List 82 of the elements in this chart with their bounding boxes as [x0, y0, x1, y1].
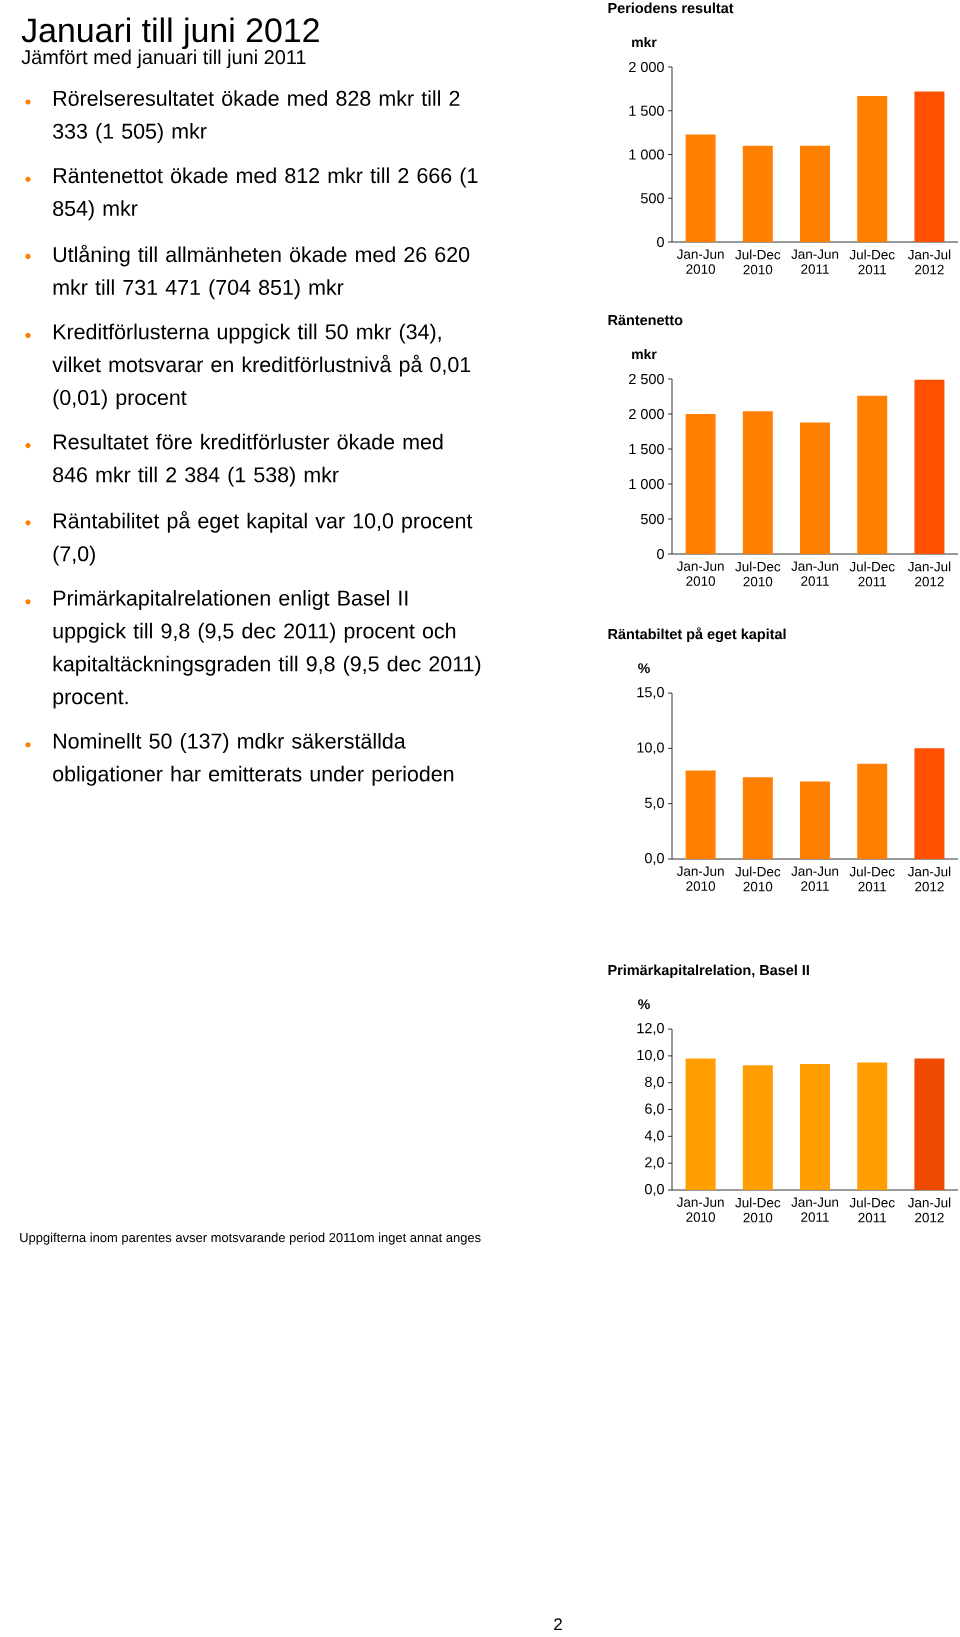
x-tick-label: Jan-Jul 2012	[907, 561, 951, 587]
x-tick-label: Jan-Jun 2010	[676, 866, 724, 891]
bar	[857, 95, 888, 243]
text: Kreditförlusterna uppgick till 50 mkr (34), vilket motsvarar en kreditförlustnivå på 0,01 (0,01) procent	[52, 323, 471, 410]
bar	[800, 422, 831, 555]
x-tick-label: Jan-Jul 2012	[907, 249, 951, 275]
x-tick-label: Jan-Jun 2010	[676, 249, 724, 274]
text: Räntabilitet på eget kapital var 10,0 procent (7,0)	[53, 511, 473, 566]
text: Utlåning till allmänheten ökade med 26 620 mkr till 731 471 (704 851) mkr	[53, 244, 470, 300]
bar	[742, 1065, 773, 1191]
x-tick-label: Jul-Dec 2010	[735, 249, 781, 275]
chart-title: Räntabiltet på eget kapital	[608, 627, 786, 643]
y-axis-title: mkr	[632, 36, 657, 47]
bar	[857, 1062, 888, 1191]
bar	[857, 395, 888, 555]
y-tick-label: 15,0	[637, 687, 664, 699]
x-tick-label: Jul-Dec 2011	[849, 249, 895, 275]
x-tick-label: Jan-Jun 2011	[791, 1197, 839, 1222]
bar	[800, 145, 831, 243]
x-tick-label: Jan-Jun 2011	[791, 249, 839, 274]
x-tick-label: Jul-Dec 2011	[849, 561, 895, 587]
y-tick-label: 10,0	[637, 1049, 664, 1062]
bar	[685, 770, 716, 860]
x-tick-label: Jan-Jun 2010	[676, 561, 724, 586]
y-tick-label: 0	[657, 236, 664, 248]
text: Rörelseresultatet ökade med 828 mkr till 2 333 (1 505) mkr	[53, 90, 460, 144]
bar	[742, 411, 773, 555]
bar	[800, 1063, 831, 1191]
chart-title: Räntenetto	[608, 315, 683, 326]
text: Uppgifterna inom parentes avser motsvarande period 2011om inget annat anges	[20, 1232, 481, 1245]
y-axis-title: %	[638, 999, 650, 1010]
bar	[742, 777, 773, 860]
x-tick-label: Jul-Dec 2011	[849, 1197, 895, 1223]
y-tick-label: 5,0	[644, 797, 664, 810]
y-tick-label: 0,0	[644, 853, 664, 865]
bar	[857, 763, 888, 860]
x-tick-label: Jan-Jun 2011	[791, 866, 839, 891]
bar	[914, 379, 945, 555]
y-tick-label: 10,0	[637, 742, 664, 755]
x-tick-label: Jan-Jun 2010	[676, 1197, 724, 1222]
y-tick-label: 1 000	[629, 478, 664, 490]
y-tick-label: 1 000	[629, 149, 664, 160]
bar	[685, 134, 716, 243]
x-tick-label: Jan-Jul 2012	[907, 1197, 951, 1223]
y-tick-label: 12,0	[637, 1023, 664, 1035]
x-tick-label: Jul-Dec 2010	[735, 866, 781, 892]
y-axis-title: %	[638, 663, 650, 674]
text: 2	[554, 1618, 562, 1631]
text: Januari till juni 2012	[21, 17, 319, 50]
bar	[685, 1058, 716, 1191]
y-tick-label: 0	[657, 548, 664, 560]
y-tick-label: 500	[640, 513, 664, 525]
text: Nominellt 50 (137) mdkr säkerställda obligationer har emitterats under perioden	[53, 732, 454, 786]
bar	[742, 145, 773, 243]
bar	[914, 748, 945, 860]
text: Primärkapitalrelationen enligt Basel II uppgick till 9,8 (9,5 dec 2011) procent och kapitaltäckningsgraden till 9,8 (9,5 dec 2011) procent.	[53, 589, 481, 709]
y-axis-title: mkr	[632, 348, 657, 360]
bar	[685, 414, 716, 555]
chart-title: Periodens resultat	[608, 2, 734, 14]
y-tick-label: 1 500	[629, 443, 664, 455]
bar	[800, 781, 831, 860]
x-tick-label: Jan-Jul 2012	[907, 866, 951, 892]
y-tick-label: 0,0	[644, 1184, 664, 1196]
y-tick-label: 500	[640, 193, 664, 204]
x-tick-label: Jul-Dec 2011	[849, 866, 895, 892]
bar	[914, 91, 945, 243]
text: Resultatet före kreditförluster ökade med 846 mkr till 2 384 (1 538) mkr	[53, 433, 443, 487]
chart-title: Primärkapitalrelation, Basel II	[608, 964, 809, 979]
y-tick-label: 2,0	[645, 1157, 664, 1170]
text: Jämfört med januari till juni 2011	[21, 49, 306, 69]
y-tick-label: 6,0	[645, 1103, 664, 1116]
y-tick-label: 2 000	[629, 408, 664, 420]
bar	[914, 1058, 945, 1191]
x-tick-label: Jul-Dec 2010	[735, 561, 781, 587]
y-tick-label: 1 500	[629, 105, 664, 116]
x-tick-label: Jul-Dec 2010	[735, 1197, 781, 1223]
y-tick-label: 4,0	[644, 1130, 664, 1143]
text: Räntenettot ökade med 812 mkr till 2 666 (1 854) mkr	[53, 167, 478, 221]
y-tick-label: 2 500	[629, 373, 664, 385]
y-tick-label: 8,0	[645, 1076, 664, 1089]
y-tick-label: 2 000	[629, 61, 664, 73]
x-tick-label: Jan-Jun 2011	[791, 561, 839, 586]
